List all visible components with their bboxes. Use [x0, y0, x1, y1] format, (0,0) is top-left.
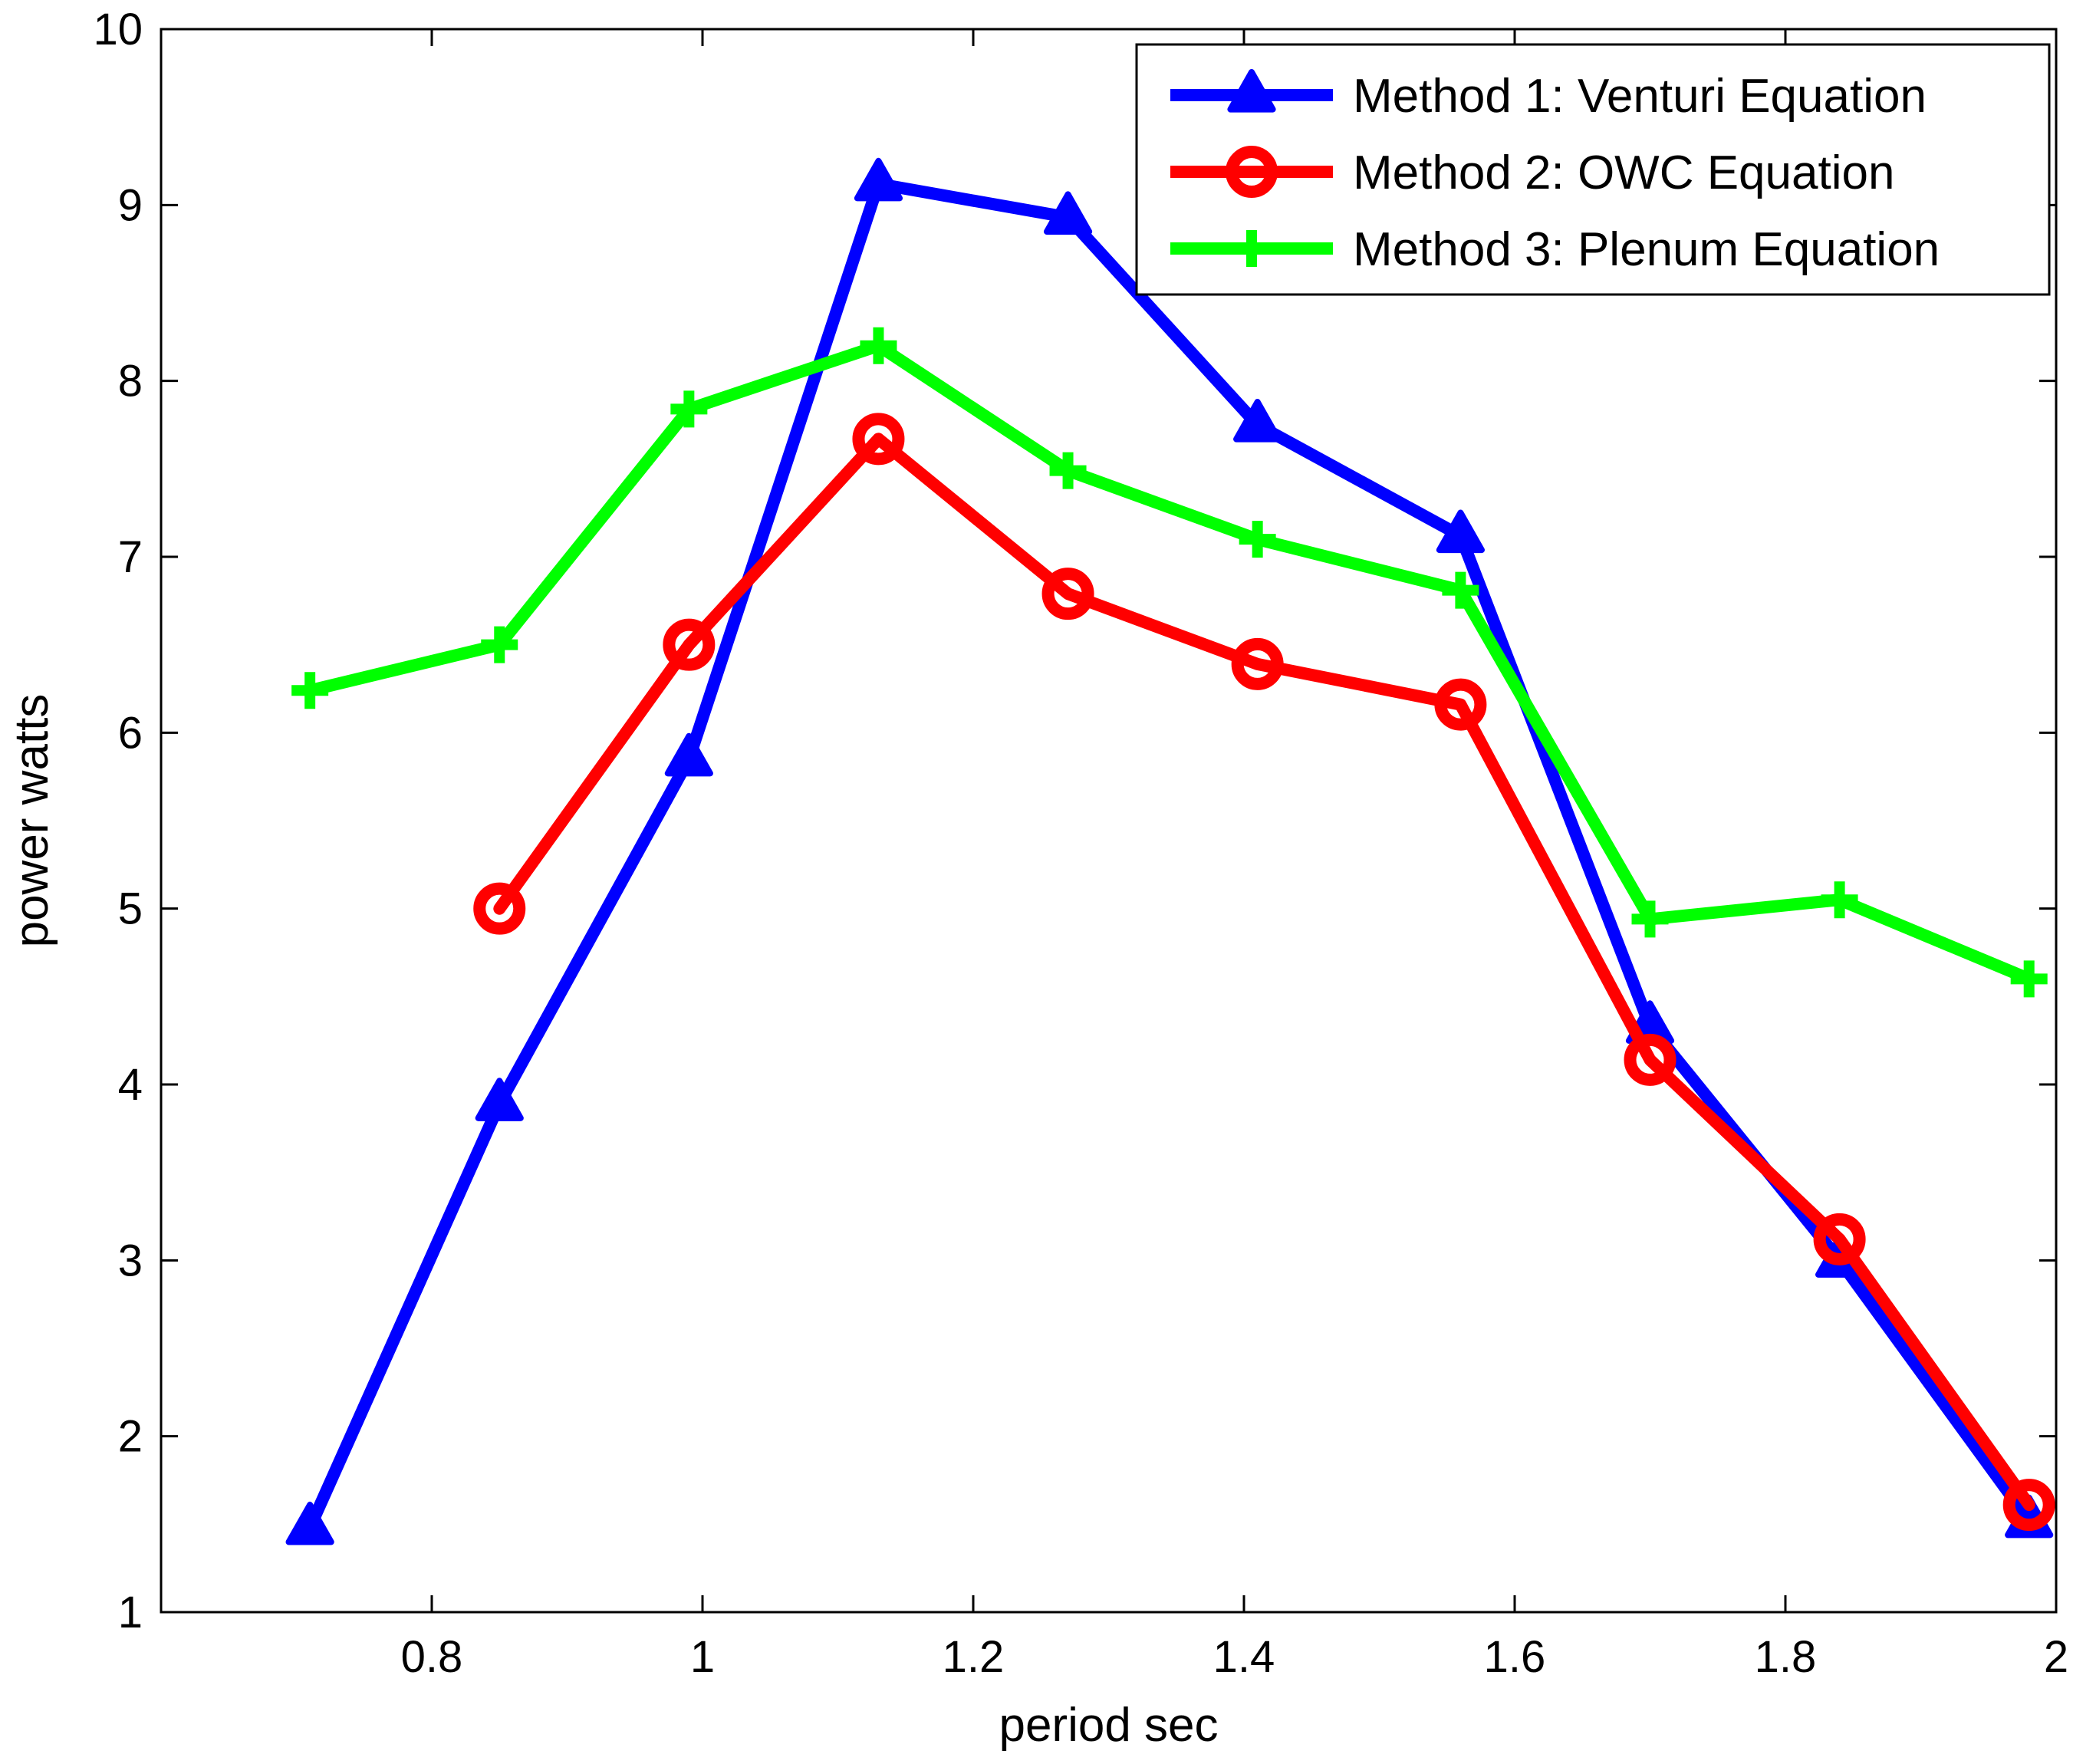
series-2 [473, 413, 2055, 1532]
legend-entry-2: Method 2: OWC Equation [1170, 146, 1894, 199]
x-tick-label: 1 [690, 1632, 715, 1682]
series-2-point [1434, 678, 1487, 731]
axes-box [160, 28, 2058, 1614]
y-tick-label: 10 [93, 5, 143, 54]
y-tick-label: 7 [118, 532, 143, 582]
x-axis-title: period sec [999, 1699, 1218, 1752]
series-1-point [854, 157, 903, 202]
series-1-point [1233, 399, 1282, 443]
series-3-point [1821, 881, 1858, 919]
x-tick-label: 1.4 [1213, 1632, 1275, 1682]
series-layer [285, 157, 2055, 1545]
legend-swatch-marker [1227, 69, 1276, 113]
y-tick-label: 1 [118, 1588, 143, 1637]
x-tick-label: 1.6 [1484, 1632, 1546, 1682]
series-3-point [291, 672, 329, 709]
legend-swatch-marker [1233, 230, 1270, 267]
series-3-point [1049, 452, 1087, 489]
x-tick-label: 1.8 [1755, 1632, 1817, 1682]
y-axis-title: power watts [5, 694, 58, 948]
x-tick-label: 0.8 [401, 1632, 463, 1682]
legend-label: Method 1: Venturi Equation [1353, 70, 1927, 123]
series-2-line [493, 433, 2035, 1512]
series-3-point [670, 390, 708, 428]
legend-label: Method 3: Plenum Equation [1353, 223, 1940, 276]
series-2-point [473, 882, 526, 935]
x-tick-label: 2 [2044, 1632, 2068, 1682]
series-3-point [481, 626, 518, 663]
series-3-point [2010, 960, 2048, 998]
series-3-point [1631, 900, 1669, 938]
legend-entry-3: Method 3: Plenum Equation [1170, 223, 1940, 276]
series-1-point [664, 732, 713, 777]
y-tick-label: 2 [118, 1412, 143, 1462]
series-2-point [1231, 637, 1284, 690]
series-2-point [663, 618, 716, 671]
series-2-point [2002, 1479, 2055, 1532]
y-tick-label: 6 [118, 708, 143, 758]
y-tick-label: 4 [118, 1060, 143, 1110]
series-2-point [852, 413, 905, 466]
series-3 [291, 327, 2048, 998]
legend-swatch-marker [1226, 146, 1278, 198]
series-3-point [860, 327, 897, 364]
series-2-point [1813, 1213, 1866, 1265]
series-1-point [475, 1078, 524, 1121]
series-1-point [1436, 509, 1485, 554]
y-tick-label: 9 [118, 180, 143, 230]
legend-entry-1: Method 1: Venturi Equation [1170, 69, 1927, 123]
y-tick-label: 5 [118, 884, 143, 934]
x-tick-label: 1.2 [943, 1632, 1005, 1682]
series-2-point [1624, 1033, 1676, 1086]
y-tick-label: 8 [118, 357, 143, 406]
series-3-point [1442, 571, 1479, 609]
series-3-point [1239, 521, 1276, 558]
series-1-point [285, 1501, 334, 1545]
legend: Method 1: Venturi Equation Method 2: OWC … [1135, 43, 2051, 296]
y-tick-label: 3 [118, 1236, 143, 1285]
legend-label: Method 2: OWC Equation [1353, 146, 1894, 199]
series-3-line [304, 339, 2035, 986]
series-1-point [1043, 191, 1093, 235]
series-2-point [1041, 568, 1094, 620]
axes-layer: 0.8 1 1.2 1.4 1.6 1.8 2 1 2 3 4 5 6 7 8 9 10 [93, 5, 2068, 1682]
